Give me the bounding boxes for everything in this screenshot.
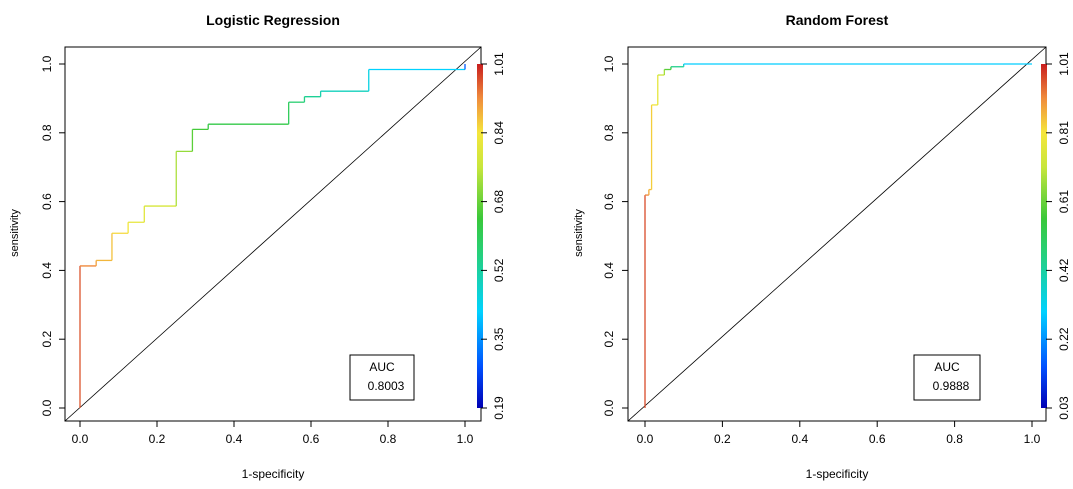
y-axis-label: sensitivity — [573, 209, 585, 257]
colorbar-tick-label: 1.01 — [1057, 52, 1071, 76]
x-tick-label: 0.6 — [303, 432, 320, 446]
y-tick-label: 0.2 — [602, 331, 616, 348]
y-axis: 0.0 0.2 0.4 0.6 0.8 1.0 — [602, 55, 628, 416]
x-tick-label: 0.2 — [149, 432, 166, 446]
auc-box — [349, 354, 415, 401]
y-tick-label: 0.0 — [602, 399, 616, 416]
roc-curve — [644, 63, 1032, 408]
roc-panel-1: Logistic Regression 0.0 0.2 0.4 0.6 0.8 1.0 1-s… — [9, 12, 506, 481]
y-tick-label: 0.8 — [40, 124, 54, 141]
diagonal-reference-line — [64, 46, 482, 422]
x-axis: 0.0 0.2 0.4 0.6 0.8 1.0 — [72, 421, 474, 446]
colorbar-tick-label: 0.19 — [492, 396, 506, 420]
colorbar-tick-label: 0.84 — [492, 121, 506, 145]
x-axis-label: 1-specificity — [806, 467, 869, 481]
x-axis: 0.0 0.2 0.4 0.6 0.8 1.0 — [637, 421, 1041, 446]
y-tick-label: 0.2 — [40, 331, 54, 348]
x-tick-label: 0.0 — [72, 432, 89, 446]
x-tick-label: 0.2 — [714, 432, 731, 446]
y-tick-label: 0.8 — [602, 124, 616, 141]
colorbar-tick-label: 0.42 — [1057, 258, 1071, 282]
diagonal-reference-line — [627, 46, 1047, 422]
x-tick-label: 0.4 — [791, 432, 808, 446]
x-axis-label: 1-specificity — [242, 467, 305, 481]
x-tick-label: 0.6 — [869, 432, 886, 446]
colorbar-tick-label: 0.52 — [492, 258, 506, 282]
y-tick-label: 0.6 — [40, 193, 54, 210]
colorbar-tick-label: 0.35 — [492, 327, 506, 351]
colorbar-tick-label: 0.68 — [492, 190, 506, 214]
y-tick-label: 0.6 — [602, 193, 616, 210]
colorbar: 0.03 0.22 0.42 0.61 0.81 1.01 — [1041, 52, 1071, 420]
auc-value: 0.8003 — [368, 379, 405, 393]
x-tick-label: 1.0 — [1024, 432, 1041, 446]
y-tick-label: 1.0 — [602, 55, 616, 72]
colorbar-tick-label: 0.03 — [1057, 396, 1071, 420]
roc-curve — [79, 64, 466, 408]
auc-label: AUC — [934, 360, 960, 374]
chart-title: Random Forest — [786, 12, 889, 28]
roc-panel-2: Random Forest 0.0 0.2 0.4 0.6 0.8 1.0 1-specifi… — [573, 12, 1071, 481]
colorbar-tick-label: 0.61 — [1057, 190, 1071, 214]
x-tick-label: 0.8 — [946, 432, 963, 446]
x-tick-label: 0.4 — [226, 432, 243, 446]
y-axis: 0.0 0.2 0.4 0.6 0.8 1.0 — [40, 55, 65, 416]
colorbar: 0.19 0.35 0.52 0.68 0.84 1.01 — [477, 52, 506, 420]
x-tick-label: 0.0 — [637, 432, 654, 446]
colorbar-tick-label: 0.81 — [1057, 121, 1071, 145]
y-tick-label: 0.0 — [40, 399, 54, 416]
auc-label: AUC — [369, 360, 395, 374]
auc-box — [913, 354, 981, 401]
colorbar-gradient — [1041, 64, 1047, 408]
colorbar-tick-label: 0.22 — [1057, 327, 1071, 351]
auc-legend: AUC 0.9888 — [913, 354, 981, 401]
y-tick-label: 0.4 — [602, 262, 616, 279]
y-tick-label: 1.0 — [40, 55, 54, 72]
colorbar-gradient — [477, 64, 483, 408]
chart-title: Logistic Regression — [206, 12, 340, 28]
auc-legend: AUC 0.8003 — [349, 354, 415, 401]
x-tick-label: 0.8 — [380, 432, 397, 446]
y-tick-label: 0.4 — [40, 262, 54, 279]
auc-value: 0.9888 — [933, 379, 970, 393]
y-axis-label: sensitivity — [9, 209, 21, 257]
x-tick-label: 1.0 — [457, 432, 474, 446]
colorbar-tick-label: 1.01 — [492, 52, 506, 76]
